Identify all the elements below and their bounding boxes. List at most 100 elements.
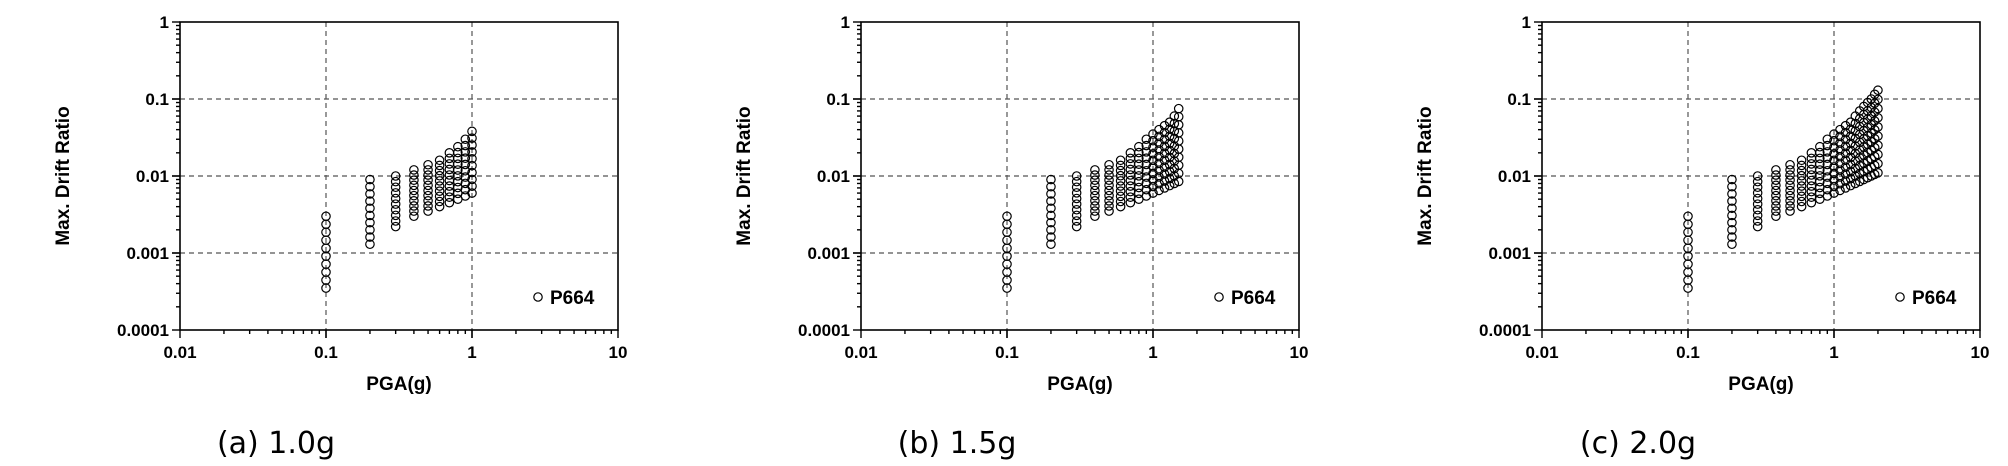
data-point xyxy=(1115,176,1126,186)
data-point xyxy=(1134,141,1144,152)
data-point xyxy=(1169,111,1180,121)
data-point xyxy=(1104,206,1114,216)
legend-marker xyxy=(1895,292,1905,302)
data-point xyxy=(1796,176,1807,186)
data-point xyxy=(1785,170,1795,180)
data-point xyxy=(1104,190,1114,201)
data-point xyxy=(1785,185,1795,196)
data-point xyxy=(1090,165,1100,175)
data-point xyxy=(1752,188,1763,198)
data-point xyxy=(1071,210,1082,221)
data-point xyxy=(1071,176,1082,187)
data-point xyxy=(390,171,401,181)
data-point xyxy=(1835,185,1845,196)
data-point xyxy=(1727,196,1737,206)
data-point xyxy=(434,165,445,176)
data-point xyxy=(1796,181,1807,191)
data-point xyxy=(1845,180,1856,191)
y-tick-label: 0.1 xyxy=(145,90,169,109)
data-point xyxy=(1806,197,1817,208)
data-point xyxy=(409,175,419,186)
data-point xyxy=(1727,203,1737,214)
data-point xyxy=(444,197,455,208)
data-point xyxy=(453,153,463,164)
data-point xyxy=(1829,188,1839,198)
data-point xyxy=(423,159,433,170)
y-tick-label: 1 xyxy=(160,13,169,32)
data-point xyxy=(1125,148,1136,158)
data-point xyxy=(460,165,471,176)
legend-label: P664 xyxy=(550,288,595,309)
y-axis-title: Max. Drift Ratio xyxy=(734,106,755,245)
data-point xyxy=(467,133,477,144)
data-point xyxy=(365,174,375,185)
data-point xyxy=(1785,190,1795,201)
data-point xyxy=(1071,188,1082,198)
data-point xyxy=(434,196,445,207)
data-point xyxy=(1148,188,1158,198)
data-point xyxy=(467,160,477,171)
data-point xyxy=(467,181,477,192)
data-point xyxy=(390,204,401,215)
data-point xyxy=(1046,232,1056,242)
data-point xyxy=(1815,171,1825,181)
data-point xyxy=(1164,131,1175,142)
x-tick-label: 0.01 xyxy=(163,343,196,362)
x-axis-title: PGA(g) xyxy=(1728,374,1793,395)
data-point xyxy=(1771,175,1781,186)
data-point xyxy=(1115,196,1126,207)
data-point xyxy=(1115,191,1126,202)
data-point xyxy=(1752,176,1763,187)
data-point xyxy=(1873,140,1883,151)
data-point xyxy=(1873,122,1883,132)
y-tick-label: 0.01 xyxy=(817,167,850,186)
data-point xyxy=(1727,181,1737,192)
data-point xyxy=(1785,196,1795,206)
data-point xyxy=(1164,117,1175,127)
data-point xyxy=(434,181,445,191)
data-point xyxy=(1148,129,1158,139)
data-point xyxy=(1752,199,1763,209)
data-point xyxy=(1090,201,1100,211)
data-point xyxy=(460,153,471,163)
data-point xyxy=(1141,134,1152,145)
data-point xyxy=(1002,211,1012,222)
data-point xyxy=(1850,178,1861,189)
data-point xyxy=(460,147,471,157)
data-point xyxy=(434,186,445,196)
data-point xyxy=(467,174,477,185)
data-point xyxy=(1169,178,1180,189)
data-point xyxy=(434,201,445,212)
data-point xyxy=(1752,216,1763,226)
data-point xyxy=(1090,180,1100,191)
chart-panel: 0.01 0.1 1 10 0.0001 0.001 0.01 0.1 1 PGA(g) Max. … xyxy=(53,13,627,461)
data-point xyxy=(453,159,463,170)
data-point xyxy=(1090,170,1100,180)
plot-frame xyxy=(860,21,1300,331)
figure-caption: (b) 1.5g xyxy=(898,426,1017,461)
data-point xyxy=(1154,185,1164,196)
data-point xyxy=(453,165,463,175)
data-point xyxy=(409,211,419,222)
data-point xyxy=(1785,159,1795,170)
data-point xyxy=(365,196,375,206)
data-point xyxy=(1796,165,1807,176)
legend-label: P664 xyxy=(1912,288,1957,309)
data-point xyxy=(1104,175,1114,186)
data-point xyxy=(1873,103,1883,114)
data-point xyxy=(390,216,401,226)
data-point xyxy=(1046,210,1056,221)
data-point xyxy=(1164,180,1175,191)
x-tick-label: 10 xyxy=(1290,343,1309,362)
data-point xyxy=(1141,153,1152,163)
data-point xyxy=(1173,103,1184,114)
data-point xyxy=(1125,197,1136,208)
data-point xyxy=(1071,193,1082,204)
data-point xyxy=(1071,171,1082,181)
data-point xyxy=(409,190,419,201)
data-point xyxy=(1785,175,1795,186)
x-tick-label: 1 xyxy=(1148,343,1157,362)
data-point xyxy=(1752,210,1763,221)
x-tick-label: 0.01 xyxy=(844,343,877,362)
data-point xyxy=(1727,217,1737,228)
